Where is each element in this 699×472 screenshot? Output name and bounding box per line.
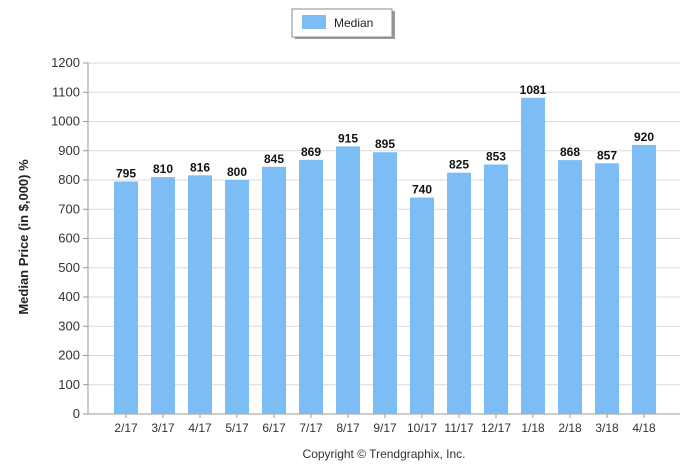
x-tick-label: 2/18 [558, 421, 582, 435]
x-tick-label: 10/17 [407, 421, 437, 435]
bar-5-17 [225, 180, 249, 414]
bar-2-18 [558, 160, 582, 414]
bar-7-17 [299, 159, 323, 414]
y-tick-label: 500 [58, 260, 80, 275]
legend-label: Median [334, 16, 373, 30]
x-tick-label: 9/17 [373, 421, 397, 435]
bar-6-17 [262, 166, 286, 414]
x-tick-label: 4/18 [632, 421, 656, 435]
x-tick-label: 8/17 [336, 421, 360, 435]
legend: Median [291, 8, 395, 39]
data-labels: 795 810 816 800 845 869 915 895 740 825 853 1081 868… [116, 83, 654, 197]
data-label: 800 [227, 165, 247, 179]
x-tick-label: 4/17 [188, 421, 212, 435]
y-axis-title: Median Price (in $,000) % [16, 159, 31, 315]
bar-4-18 [632, 144, 656, 414]
data-label: 810 [153, 162, 173, 176]
y-tick-label: 200 [58, 348, 80, 363]
data-label: 845 [264, 152, 284, 166]
x-tick-label: 7/17 [299, 421, 323, 435]
copyright-text: Copyright © Trendgraphix, Inc. [303, 447, 466, 461]
bar-1-18 [521, 97, 545, 415]
legend-swatch [302, 15, 326, 29]
bar-3-17 [151, 177, 175, 414]
x-tick-label: 5/17 [225, 421, 249, 435]
data-label: 920 [634, 130, 654, 144]
bar-11-17 [447, 172, 471, 414]
data-label: 915 [338, 131, 358, 145]
y-tick-label: 400 [58, 289, 80, 304]
bar-2-17 [114, 181, 138, 414]
y-tick-label: 700 [58, 201, 80, 216]
data-label: 740 [412, 183, 432, 197]
data-label: 825 [449, 158, 469, 172]
data-label: 869 [301, 145, 321, 159]
bar-12-17 [484, 164, 508, 414]
data-label: 857 [597, 148, 617, 162]
x-tick-label: 1/18 [521, 421, 545, 435]
y-tick-label: 600 [58, 231, 80, 246]
x-axis-labels: 2/17 3/17 4/17 5/17 6/17 7/17 8/17 9/17 10/17 11/… [114, 414, 656, 435]
bar-10-17 [410, 197, 434, 414]
data-label: 853 [486, 149, 506, 163]
y-tick-label: 900 [58, 143, 80, 158]
bar-9-17 [373, 152, 397, 414]
y-tick-label: 300 [58, 318, 80, 333]
x-tick-label: 6/17 [262, 421, 286, 435]
y-tick-label: 1200 [51, 55, 80, 70]
x-tick-label: 12/17 [481, 421, 511, 435]
data-label: 816 [190, 160, 210, 174]
y-tick-label: 1000 [51, 114, 80, 129]
y-tick-label: 800 [58, 172, 80, 187]
bar-8-17 [336, 146, 360, 415]
y-tick-label: 1100 [52, 84, 80, 99]
data-label: 868 [560, 145, 580, 159]
bar-3-18 [595, 163, 619, 414]
data-label: 895 [375, 137, 395, 151]
y-axis-ticks: 0 100 200 300 400 500 600 700 800 900 1000 1100 1200 [51, 55, 88, 421]
data-label: 1081 [520, 83, 547, 97]
bars [114, 97, 656, 415]
bar-4-17 [188, 175, 212, 414]
y-tick-label: 0 [73, 406, 80, 421]
x-tick-label: 2/17 [114, 421, 138, 435]
x-tick-label: 11/17 [444, 421, 473, 435]
y-tick-label: 100 [58, 377, 80, 392]
data-label: 795 [116, 166, 136, 180]
x-tick-label: 3/17 [151, 421, 175, 435]
x-tick-label: 3/18 [595, 421, 619, 435]
